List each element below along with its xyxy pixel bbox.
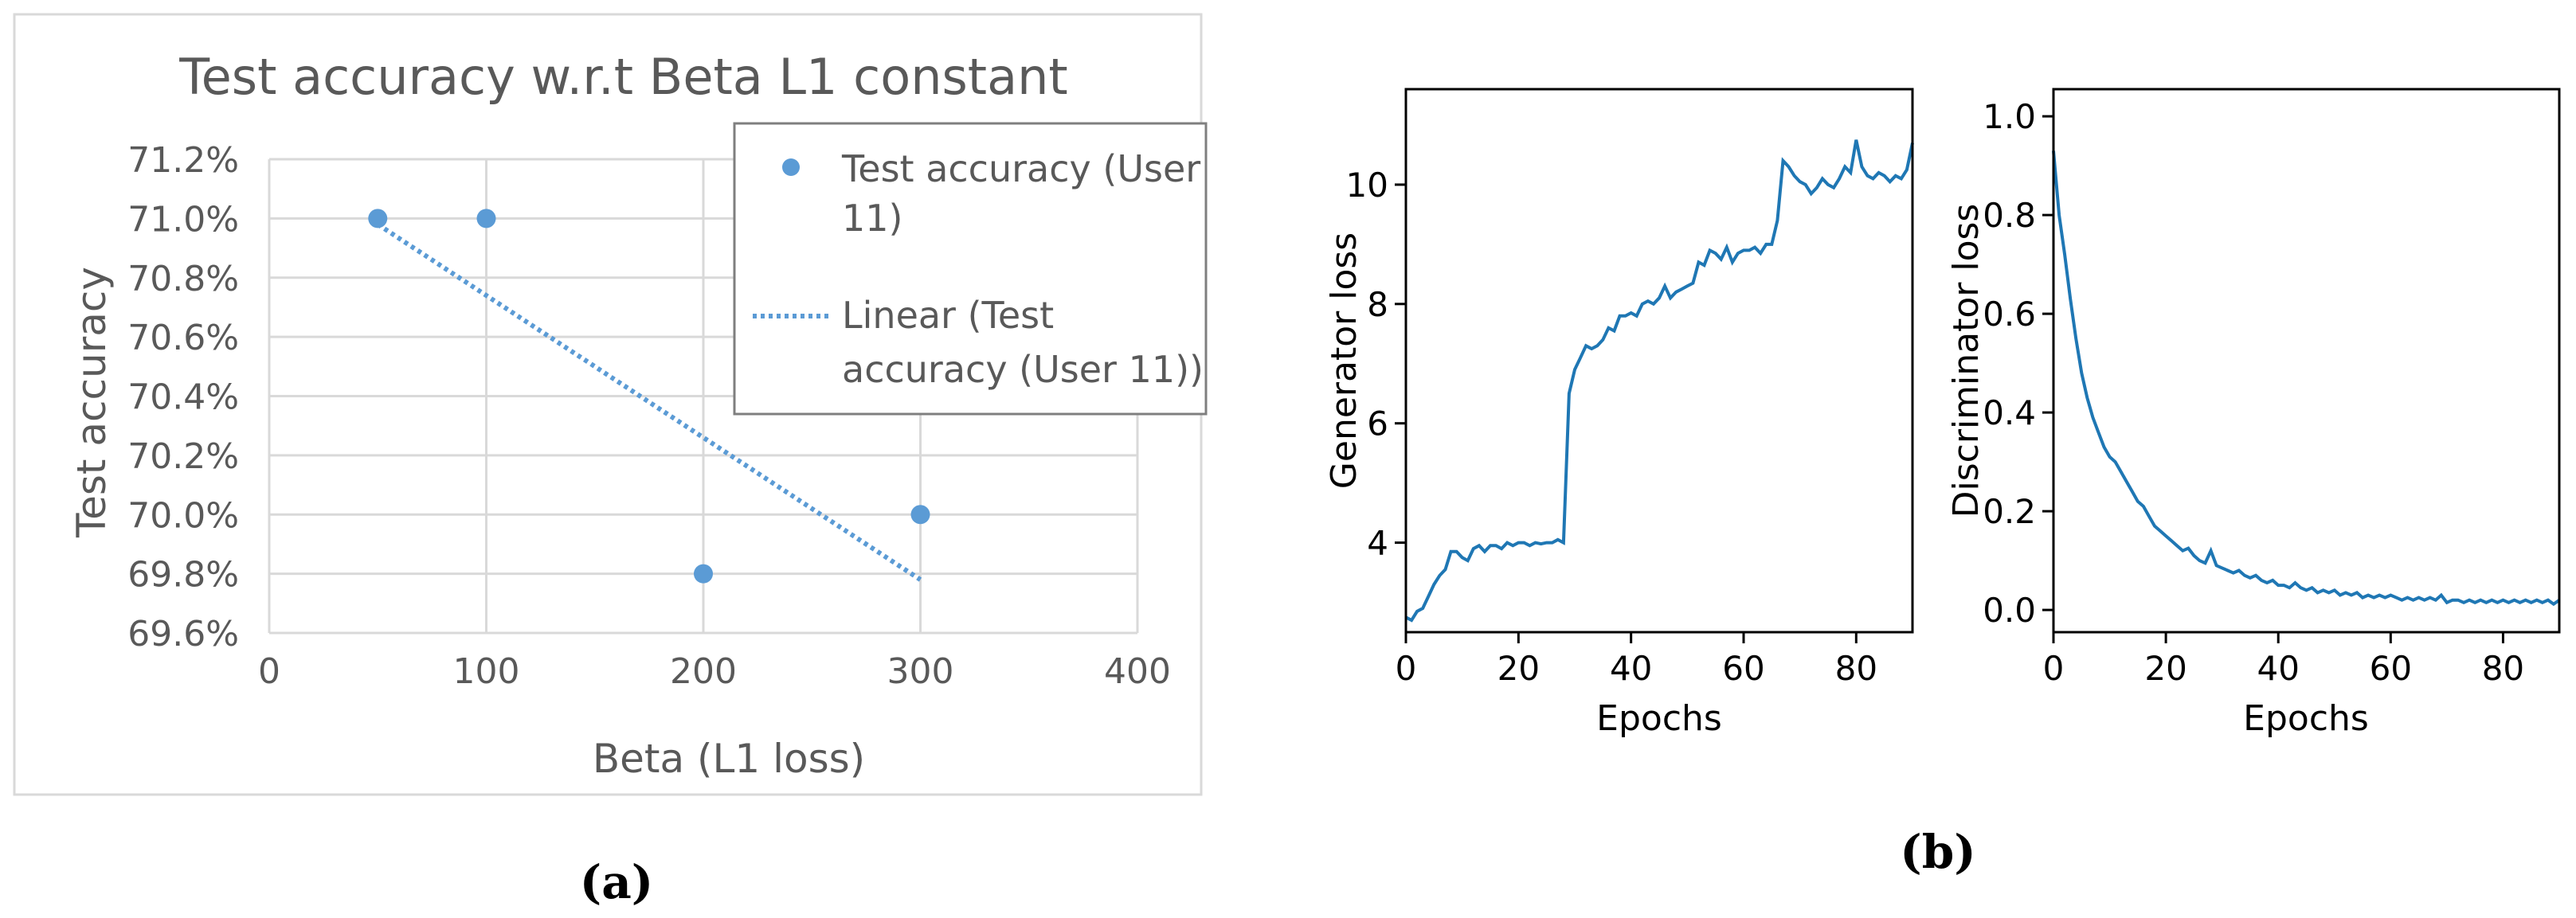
y-tick-label: 6 [1367,404,1388,443]
legend-marker-test-accuracy [782,158,800,176]
chart-a-y-tick-label: 70.2% [127,436,239,477]
chart-a-tick-labels: 0 100 200 300 400 69.6% 69.8% 70.0% 70.2% 70.4% 70… [127,140,1171,692]
chart-b-ticks: 0 20 40 60 80 4 6 8 10 [1346,166,1878,688]
y-tick-label: 4 [1367,524,1388,563]
chart-a-y-axis-label: Test accuracy [69,267,115,538]
x-tick-label: 40 [1610,649,1652,688]
legend-label-test-accuracy: Test accuracy (User 11) [841,147,1212,240]
chart-a-x-tick-label: 100 [453,651,520,692]
chart-b-y-axis-label: Generator loss [1324,232,1364,489]
y-tick-label: 10 [1346,166,1388,205]
chart-a-y-tick-label: 70.4% [127,377,239,418]
chart-a-x-tick-label: 300 [887,651,954,692]
chart-b-generator-loss: 0 20 40 60 80 4 6 8 10 Epochs Generator loss [1324,88,1914,739]
chart-c-x-axis-label: Epochs [2243,698,2369,739]
chart-a-x-tick-label: 200 [670,651,737,692]
chart-a-gridlines [268,158,1139,635]
x-tick-label: 20 [2144,649,2186,688]
x-tick-label: 80 [2482,649,2524,688]
chart-a-legend-box [733,122,1208,416]
chart-a-x-tick-label: 400 [1104,651,1171,692]
chart-a-legend: Test accuracy (User 11) Linear (Test acc… [733,122,1212,416]
generator-loss-line [1405,139,1914,623]
chart-a-title: Test accuracy w.r.t Beta L1 constant [178,48,1067,106]
chart-b-axes-frame [1404,88,1914,634]
x-tick-label: 80 [1835,649,1877,688]
x-tick-label: 0 [1396,649,1417,688]
chart-a-y-tick-label: 69.8% [127,555,239,596]
chart-a-x-axis-label: Beta (L1 loss) [593,736,865,782]
data-point [476,209,496,229]
y-tick-label: 8 [1367,285,1388,324]
data-point [368,209,388,229]
y-tick-label: 0.4 [1983,393,2036,432]
y-tick-label: 0.8 [1983,196,2036,235]
chart-a: Test accuracy w.r.t Beta L1 constant 0 10… [13,13,1212,796]
x-tick-label: 40 [2257,649,2299,688]
x-tick-label: 60 [2370,649,2412,688]
chart-a-y-tick-label: 70.0% [127,495,239,536]
x-tick-label: 20 [1497,649,1540,688]
y-tick-label: 0.0 [1983,591,2036,630]
x-tick-label: 0 [2043,649,2065,688]
chart-a-y-tick-label: 71.0% [127,199,239,240]
chart-c-y-axis-label: Discriminator loss [1946,204,1987,518]
legend-label-linear-trendline: Linear (Test accuracy (User 11)) [842,294,1204,391]
chart-a-x-tick-label: 0 [258,651,280,692]
chart-c-ticks: 0 20 40 60 80 0.0 0.2 0.4 0.6 0.8 1.0 [1983,97,2524,688]
caption-b: (b) [1900,825,1975,879]
caption-a: (a) [580,855,653,909]
discriminator-loss-line [2052,150,2561,607]
chart-c-axes-frame [2052,88,2561,634]
chart-a-y-tick-label: 70.6% [127,318,239,358]
y-tick-label: 0.2 [1983,492,2036,531]
chart-b-x-axis-label: Epochs [1596,698,1722,739]
chart-a-y-tick-label: 71.2% [127,140,239,181]
chart-a-points [368,209,930,584]
x-tick-label: 60 [1722,649,1764,688]
data-point [694,564,713,584]
y-tick-label: 1.0 [1983,97,2036,136]
data-point [910,505,930,525]
y-tick-label: 0.6 [1983,295,2036,334]
chart-a-y-tick-label: 69.6% [127,614,239,654]
chart-c-discriminator-loss: 0 20 40 60 80 0.0 0.2 0.4 0.6 0.8 1.0 Epochs Discr… [1946,88,2561,739]
chart-a-y-tick-label: 70.8% [127,259,239,299]
